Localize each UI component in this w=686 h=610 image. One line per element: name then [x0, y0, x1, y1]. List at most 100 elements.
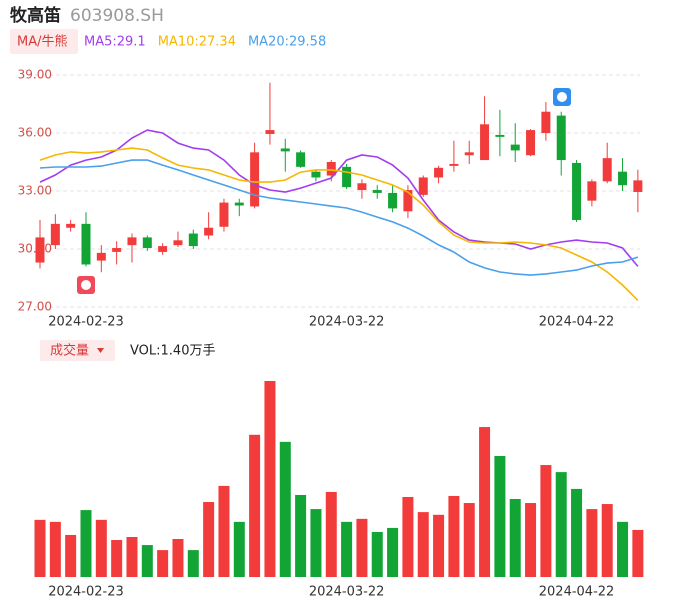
candle-body — [587, 181, 597, 201]
volume-bar — [433, 514, 445, 577]
ma-line — [39, 129, 639, 267]
volume-bar — [187, 550, 199, 577]
y-tick-label: 39.00 — [18, 68, 52, 82]
volume-bar — [80, 510, 92, 577]
volume-bar — [494, 455, 506, 577]
volume-bar — [479, 427, 491, 577]
volume-bar — [126, 536, 138, 577]
volume-bar — [356, 518, 368, 577]
legend-entry: MA10:27.34 — [158, 35, 236, 50]
candle-body — [342, 166, 352, 188]
volume-bar — [617, 521, 629, 577]
candle-body — [311, 171, 321, 178]
candle-body — [204, 227, 214, 236]
volume-bar — [586, 509, 598, 577]
volume-tab[interactable] — [40, 340, 115, 361]
volume-bar — [601, 504, 613, 577]
candle-body — [602, 158, 612, 182]
candle-body — [127, 237, 137, 246]
legend-entry: MA5:29.1 — [84, 35, 146, 50]
ma-line — [39, 147, 639, 301]
candle-body — [526, 130, 536, 156]
candle-body — [357, 183, 367, 191]
candle-body — [418, 177, 428, 195]
candle-body — [296, 152, 306, 167]
volume-bar — [525, 503, 537, 577]
x-tick-label: 2024-02-23 — [48, 585, 124, 600]
volume-bar — [249, 434, 261, 577]
candle-body — [541, 111, 551, 133]
y-tick-label: 33.00 — [18, 184, 52, 198]
volume-bar — [341, 521, 353, 577]
volume-bar — [172, 539, 184, 577]
ma-line — [39, 159, 639, 276]
x-tick-label: 2024-04-22 — [539, 315, 615, 330]
volume-bar — [233, 521, 245, 577]
volume-bar — [264, 381, 276, 577]
indicator-tab[interactable] — [10, 29, 78, 54]
candle-body — [35, 237, 45, 263]
volume-bar — [371, 531, 383, 577]
stock-code: 603908.SH — [70, 6, 164, 26]
legend-entry: MA20:29.58 — [248, 35, 326, 50]
volume-legend: VOL:1.40万手 — [130, 344, 215, 359]
volume-title[interactable]: 成交量 — [50, 343, 89, 359]
volume-bar — [571, 488, 583, 577]
candle-body — [173, 240, 183, 246]
y-tick-label: 36.00 — [18, 126, 52, 140]
bull-badge[interactable] — [77, 276, 95, 294]
candle-body — [234, 202, 244, 206]
x-tick-label: 2024-03-22 — [309, 315, 385, 330]
y-tick-label: 30.00 — [18, 242, 52, 256]
candle-body — [618, 171, 628, 186]
volume-bar — [141, 545, 153, 577]
candle-body — [112, 248, 122, 252]
candle-body — [96, 252, 106, 261]
candle-body — [219, 202, 229, 227]
candle-body — [464, 152, 474, 156]
volume-bar — [65, 534, 77, 577]
bear-badge[interactable] — [553, 88, 571, 106]
candle-body — [158, 246, 168, 252]
stock-name: 牧高笛 — [10, 5, 61, 26]
volume-bar — [111, 540, 123, 577]
volume-bar — [417, 512, 429, 577]
volume-bar — [387, 527, 399, 577]
volume-bar — [218, 485, 230, 577]
candle-body — [403, 190, 413, 212]
candle-body — [495, 134, 505, 137]
candle-body — [280, 148, 290, 152]
volume-bar — [295, 494, 307, 577]
candle-body — [388, 192, 398, 209]
volume-bar — [34, 519, 46, 577]
candle-body — [434, 167, 444, 178]
candle-body — [480, 124, 490, 161]
candle-body — [66, 223, 76, 228]
volume-bar — [279, 441, 291, 577]
volume-bar — [555, 472, 567, 577]
candle-body — [81, 223, 91, 265]
candle-body — [510, 144, 520, 151]
candle-body — [633, 180, 643, 192]
volume-bar — [509, 499, 521, 577]
candle-body — [265, 130, 275, 134]
candle-body — [572, 162, 582, 220]
volume-bar — [632, 529, 644, 577]
indicator-label[interactable]: MA/牛熊 — [17, 34, 68, 50]
candle-body — [250, 152, 260, 207]
x-tick-label: 2024-02-23 — [48, 315, 124, 330]
volume-bar — [49, 521, 61, 577]
dropdown-icon[interactable] — [97, 348, 104, 353]
volume-bar — [203, 502, 215, 577]
candle-body — [142, 237, 152, 249]
candle-body — [50, 223, 60, 246]
x-tick-label: 2024-04-22 — [539, 585, 615, 600]
candle-body — [556, 115, 566, 161]
volume-bar — [95, 519, 107, 577]
volume-bar — [157, 550, 169, 577]
volume-bar — [310, 509, 322, 577]
candle-body — [188, 233, 198, 247]
y-tick-label: 27.00 — [18, 300, 52, 314]
